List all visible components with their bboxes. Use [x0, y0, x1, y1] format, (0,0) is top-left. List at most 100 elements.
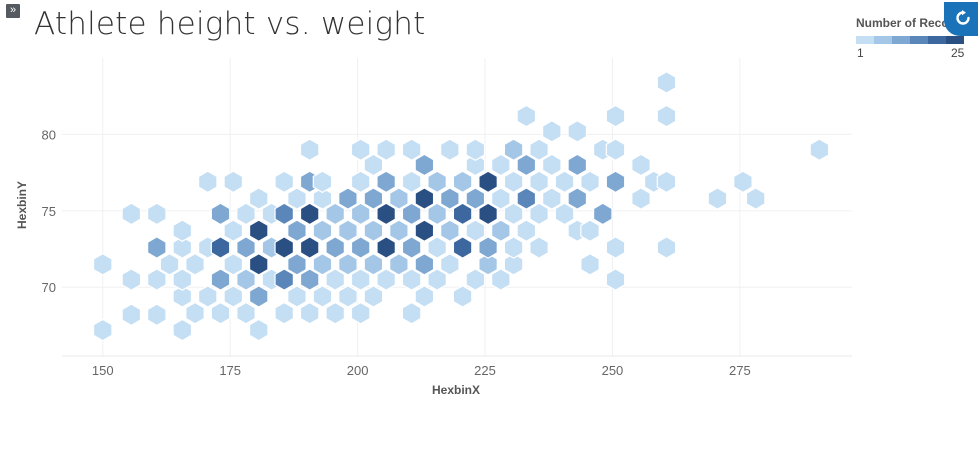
hexbin-mark: [299, 202, 320, 226]
hexbin-mark: [414, 153, 435, 177]
hexbin-mark: [605, 138, 626, 161]
hexbin-mark: [350, 202, 371, 226]
legend-title: Number of Records: [856, 16, 968, 30]
hexbin-mark: [389, 187, 409, 210]
hexbin-mark: [414, 187, 435, 210]
legend-max-label: 25: [951, 46, 965, 60]
hexbin-mark: [516, 187, 537, 210]
hexbin-mark: [92, 318, 113, 342]
hexbin-mark: [592, 202, 613, 226]
hexbin-mark: [516, 153, 537, 177]
hexbin-mark: [147, 236, 167, 259]
hexbin-mark: [350, 268, 371, 291]
hexbin-mark: [363, 153, 384, 177]
hexbin-mark: [452, 202, 473, 226]
hexbin-mark: [401, 202, 422, 226]
hexbin-mark: [338, 219, 358, 242]
hexbin-mark: [491, 187, 511, 210]
hexbin-mark: [248, 318, 269, 342]
hexbin-mark: [605, 170, 626, 194]
hexbin-mark: [376, 170, 396, 194]
hexbin-mark: [223, 219, 244, 242]
hexbin-mark: [210, 236, 231, 259]
hexbin-mark: [478, 202, 498, 226]
hexbin-mark: [325, 301, 345, 325]
hexbin-mark: [516, 219, 537, 242]
y-axis-title: HexbinY: [15, 181, 29, 229]
hexbin-mark: [223, 170, 244, 194]
hexbin-mark: [147, 268, 167, 291]
hexbin-mark: [210, 301, 231, 325]
hexbin-mark: [452, 285, 473, 308]
hexbin-mark: [529, 236, 549, 259]
hexbin-mark: [274, 170, 294, 194]
hexbin-mark: [491, 219, 511, 242]
hexbin-mark: [567, 153, 588, 177]
x-tick-label: 200: [347, 363, 369, 378]
hexbin-mark: [236, 301, 256, 325]
hexbin-mark: [363, 187, 384, 210]
hexbin-mark: [401, 268, 422, 291]
legend-swatch: [928, 36, 946, 44]
hexbin-mark: [605, 268, 626, 291]
hexbin-mark: [210, 268, 231, 291]
hexbin-mark: [363, 219, 384, 242]
hexbin-mark: [542, 120, 562, 143]
legend-color-ramp: [856, 36, 964, 44]
hexbin-mark: [567, 120, 588, 143]
hexbin-mark: [631, 153, 651, 177]
hexbin-mark: [172, 285, 193, 308]
hexbin-mark: [605, 104, 626, 128]
hexbin-mark: [491, 268, 511, 291]
x-tick-label: 275: [729, 363, 751, 378]
hexbin-mark: [401, 301, 422, 325]
hexbin-mark: [401, 170, 422, 194]
hexbin-mark: [197, 170, 218, 194]
hexbin-mark: [516, 104, 537, 128]
refresh-button[interactable]: [944, 2, 978, 36]
hexbin-mark: [401, 236, 422, 259]
hexbin-mark: [376, 138, 396, 161]
hexbin-mark: [236, 236, 256, 259]
hexbin-mark: [491, 153, 511, 177]
x-tick-label: 150: [92, 363, 114, 378]
page-title: Athlete height vs. weight: [34, 6, 426, 42]
hexbin-mark: [376, 268, 396, 291]
hexbin-mark: [299, 268, 320, 291]
x-axis-title: HexbinX: [432, 383, 480, 397]
legend-swatch: [910, 36, 928, 44]
hexbin-marks: [92, 71, 830, 342]
hexbin-mark: [809, 138, 830, 161]
hexbin-mark: [389, 219, 409, 242]
hexbin-mark: [529, 138, 549, 161]
hexbin-mark: [274, 202, 294, 226]
hexbin-mark: [299, 301, 320, 325]
hexbin-mark: [465, 153, 486, 177]
hexbin-mark: [312, 170, 333, 194]
hexbin-mark: [350, 138, 371, 161]
hexbin-mark: [465, 138, 486, 161]
hexbin-mark: [529, 202, 549, 226]
hexbin-mark: [363, 253, 384, 276]
hexbin-mark: [287, 219, 307, 242]
hexbin-mark: [503, 236, 524, 259]
hexbin-mark: [172, 236, 193, 259]
refresh-icon: [956, 10, 970, 25]
hexbin-mark: [363, 285, 384, 308]
hexbin-mark: [287, 253, 307, 276]
hexbin-mark: [427, 236, 447, 259]
hexbin-mark: [427, 268, 447, 291]
hexbin-mark: [401, 138, 422, 161]
hexbin-mark: [605, 236, 626, 259]
hexbin-mark: [172, 318, 193, 342]
hexbin-mark: [350, 236, 371, 259]
hexbin-mark: [567, 187, 588, 210]
hexbin-mark: [376, 236, 396, 259]
hexbin-mark: [529, 170, 549, 194]
expand-button[interactable]: »: [6, 4, 20, 18]
x-tick-label: 250: [602, 363, 624, 378]
hexbin-mark: [478, 170, 498, 194]
hexbin-mark: [147, 303, 167, 327]
hexbin-mark: [121, 303, 142, 327]
